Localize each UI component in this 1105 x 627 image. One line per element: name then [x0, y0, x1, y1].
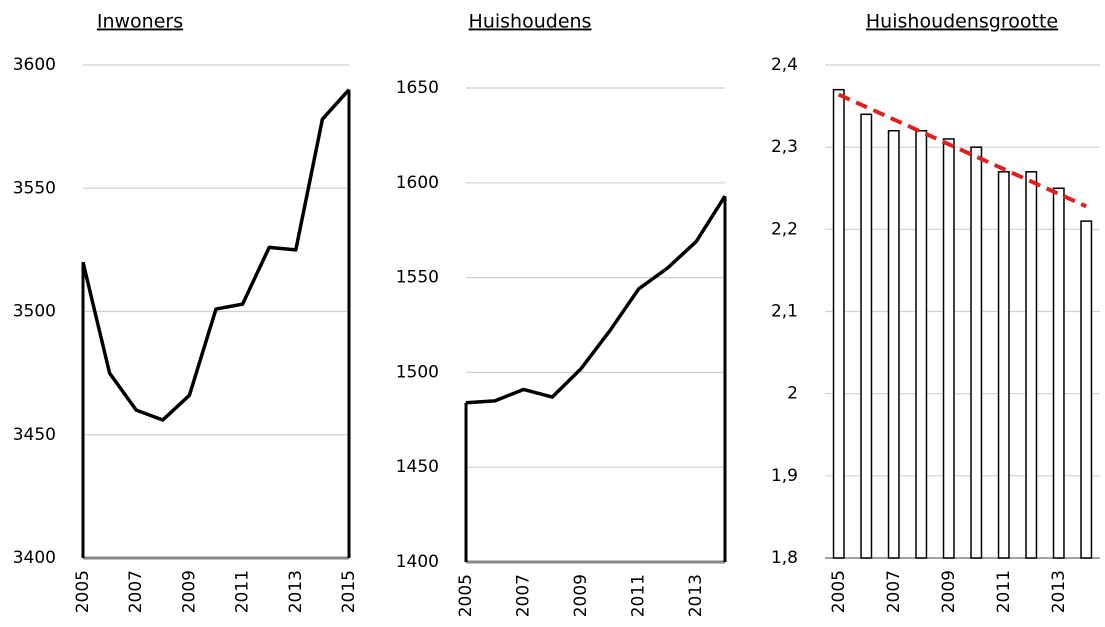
y-tick-label: 2,2	[771, 219, 798, 239]
y-tick-label: 1600	[396, 173, 439, 193]
x-tick-label: 2011	[629, 574, 649, 617]
y-tick-label: 1450	[396, 457, 439, 477]
y-tick-label: 2,4	[771, 55, 798, 75]
x-tick-label: 2013	[286, 570, 306, 613]
chart-title: Inwoners	[97, 11, 183, 33]
y-tick-label: 3550	[13, 178, 56, 198]
x-tick-label: 2013	[1049, 570, 1069, 613]
y-tick-label: 3400	[13, 548, 56, 568]
x-tick-label: 2011	[233, 570, 253, 613]
bar	[1052, 187, 1065, 559]
y-tick-label: 2,3	[771, 137, 798, 157]
bar	[1080, 220, 1093, 559]
y-tick-label: 1500	[396, 362, 439, 382]
y-tick-label: 2,1	[771, 302, 798, 322]
bar	[832, 88, 845, 559]
x-tick-label: 2009	[179, 570, 199, 613]
data-line	[465, 195, 727, 405]
x-tick-label: 2007	[514, 574, 534, 617]
x-tick-label: 2007	[126, 570, 146, 613]
bar	[942, 138, 955, 559]
chart-title: Huishoudensgrootte	[866, 11, 1058, 33]
x-tick-label: 2005	[73, 570, 93, 613]
bar	[970, 146, 983, 559]
bar	[887, 129, 900, 559]
y-tick-label: 1,8	[771, 548, 798, 568]
bar	[915, 129, 928, 559]
bar	[997, 171, 1010, 559]
x-tick-label: 2009	[939, 570, 959, 613]
data-line	[81, 88, 351, 422]
x-tick-label: 2005	[456, 574, 476, 617]
y-tick-label: 3600	[13, 55, 56, 75]
y-tick-label: 1550	[396, 268, 439, 288]
x-tick-label: 2005	[829, 570, 849, 613]
y-tick-label: 2	[787, 384, 798, 404]
chart-title: Huishoudens	[469, 11, 592, 33]
y-tick-label: 3450	[13, 425, 56, 445]
x-tick-label: 2013	[686, 574, 706, 617]
x-tick-label: 2015	[339, 570, 359, 613]
y-tick-label: 1650	[396, 78, 439, 98]
y-tick-label: 1,9	[771, 466, 798, 486]
y-tick-label: 1400	[396, 552, 439, 572]
x-tick-label: 2009	[571, 574, 591, 617]
bar	[1025, 171, 1038, 559]
x-tick-label: 2007	[884, 570, 904, 613]
y-tick-label: 3500	[13, 302, 56, 322]
x-tick-label: 2011	[994, 570, 1014, 613]
trendline	[837, 92, 1088, 209]
bar	[860, 113, 873, 559]
